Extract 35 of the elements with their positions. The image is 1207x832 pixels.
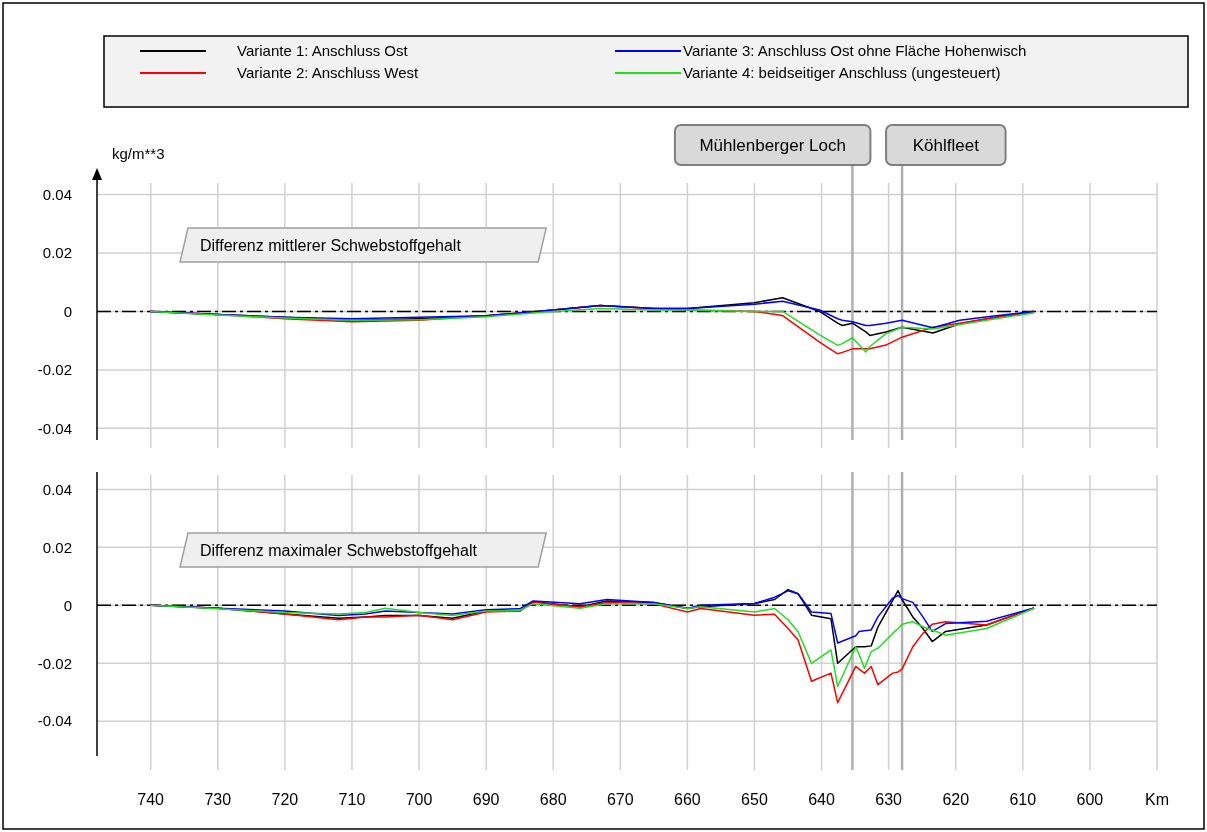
y-tick-label: 0 bbox=[63, 596, 72, 614]
legend-label: Variante 3: Anschluss Ost ohne Fläche Hohenwisch bbox=[683, 42, 1027, 60]
x-tick-label: 730 bbox=[204, 791, 232, 808]
legend-label: Variante 2: Anschluss West bbox=[237, 64, 420, 82]
x-tick-label: 710 bbox=[338, 791, 366, 808]
x-tick-label: 740 bbox=[137, 791, 165, 808]
legend-label: Variante 1: Anschluss Ost bbox=[237, 42, 409, 60]
y-tick-label: -0.02 bbox=[37, 654, 72, 672]
x-tick-label: 620 bbox=[942, 791, 970, 808]
title-box: Differenz mittlerer Schwebstoffgehalt bbox=[179, 227, 548, 263]
y-tick-label: 0.02 bbox=[42, 244, 72, 262]
x-tick-label: 610 bbox=[1009, 791, 1037, 808]
title-box: Differenz maximaler Schwebstoffgehalt bbox=[179, 532, 548, 568]
ref-line-label: Köhlfleet bbox=[912, 136, 980, 155]
y-tick-label: 0.04 bbox=[42, 185, 72, 203]
x-tick-label: 660 bbox=[674, 791, 701, 808]
x-tick-label: Km bbox=[1145, 791, 1169, 808]
legend-label: Variante 4: beidseitiger Anschluss (ungesteuert) bbox=[683, 64, 1001, 82]
x-tick-label: 720 bbox=[271, 791, 299, 808]
x-tick-label: 600 bbox=[1076, 791, 1104, 808]
x-tick-label: 700 bbox=[405, 791, 433, 808]
x-tick-label: 670 bbox=[606, 791, 634, 808]
ref-line-label: Mühlenberger Loch bbox=[699, 136, 846, 155]
x-tick-label: 640 bbox=[808, 791, 835, 808]
x-tick-label: 630 bbox=[875, 791, 903, 808]
y-tick-label: 0 bbox=[63, 302, 72, 320]
y-tick-label: -0.04 bbox=[37, 712, 72, 730]
x-tick-label: 680 bbox=[539, 791, 567, 808]
y-tick-label: -0.04 bbox=[37, 419, 72, 437]
y-axis-title: kg/m**3 bbox=[112, 145, 165, 162]
y-tick-label: 0.02 bbox=[42, 538, 72, 556]
x-tick-label: 650 bbox=[741, 791, 768, 808]
y-tick-label: -0.02 bbox=[37, 361, 72, 379]
y-tick-label: 0.04 bbox=[42, 480, 72, 498]
x-tick-label: 690 bbox=[472, 791, 500, 808]
